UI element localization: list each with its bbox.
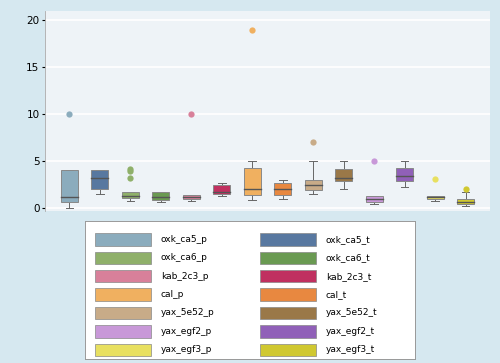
Bar bbox=[244, 168, 260, 195]
Bar bbox=[336, 169, 352, 182]
Bar bbox=[305, 180, 322, 190]
Bar bbox=[427, 196, 444, 199]
Bar bbox=[95, 307, 151, 319]
Text: yax_egf3_p: yax_egf3_p bbox=[161, 345, 212, 354]
Bar bbox=[260, 233, 316, 246]
Bar bbox=[61, 170, 78, 202]
Text: kab_2c3_p: kab_2c3_p bbox=[161, 272, 208, 281]
Text: oxk_ca6_t: oxk_ca6_t bbox=[326, 253, 370, 262]
Bar bbox=[260, 270, 316, 282]
Text: cal_p: cal_p bbox=[161, 290, 184, 299]
Bar bbox=[92, 170, 108, 189]
Text: oxk_ca5_t: oxk_ca5_t bbox=[326, 235, 370, 244]
Text: oxk_ca5_p: oxk_ca5_p bbox=[161, 235, 208, 244]
Bar bbox=[95, 270, 151, 282]
Text: yax_5e52_t: yax_5e52_t bbox=[326, 309, 378, 317]
Bar bbox=[457, 199, 474, 204]
Bar bbox=[396, 168, 413, 182]
Text: yax_egf2_p: yax_egf2_p bbox=[161, 327, 212, 336]
Bar bbox=[152, 192, 169, 200]
Bar bbox=[95, 252, 151, 264]
Bar bbox=[260, 288, 316, 301]
Bar bbox=[183, 195, 200, 199]
Bar bbox=[95, 233, 151, 246]
Bar bbox=[274, 183, 291, 195]
Bar bbox=[214, 185, 230, 194]
Bar bbox=[260, 325, 316, 338]
Text: yax_5e52_p: yax_5e52_p bbox=[161, 309, 214, 317]
Text: yax_egf3_t: yax_egf3_t bbox=[326, 345, 375, 354]
Bar bbox=[95, 325, 151, 338]
Text: kab_2c3_t: kab_2c3_t bbox=[326, 272, 372, 281]
Text: yax_egf2_t: yax_egf2_t bbox=[326, 327, 375, 336]
Bar bbox=[260, 343, 316, 356]
Bar bbox=[122, 192, 138, 198]
Bar bbox=[260, 252, 316, 264]
Text: cal_t: cal_t bbox=[326, 290, 347, 299]
Bar bbox=[95, 343, 151, 356]
Text: oxk_ca6_p: oxk_ca6_p bbox=[161, 253, 208, 262]
Bar bbox=[260, 307, 316, 319]
Bar bbox=[95, 288, 151, 301]
Bar bbox=[366, 196, 382, 202]
